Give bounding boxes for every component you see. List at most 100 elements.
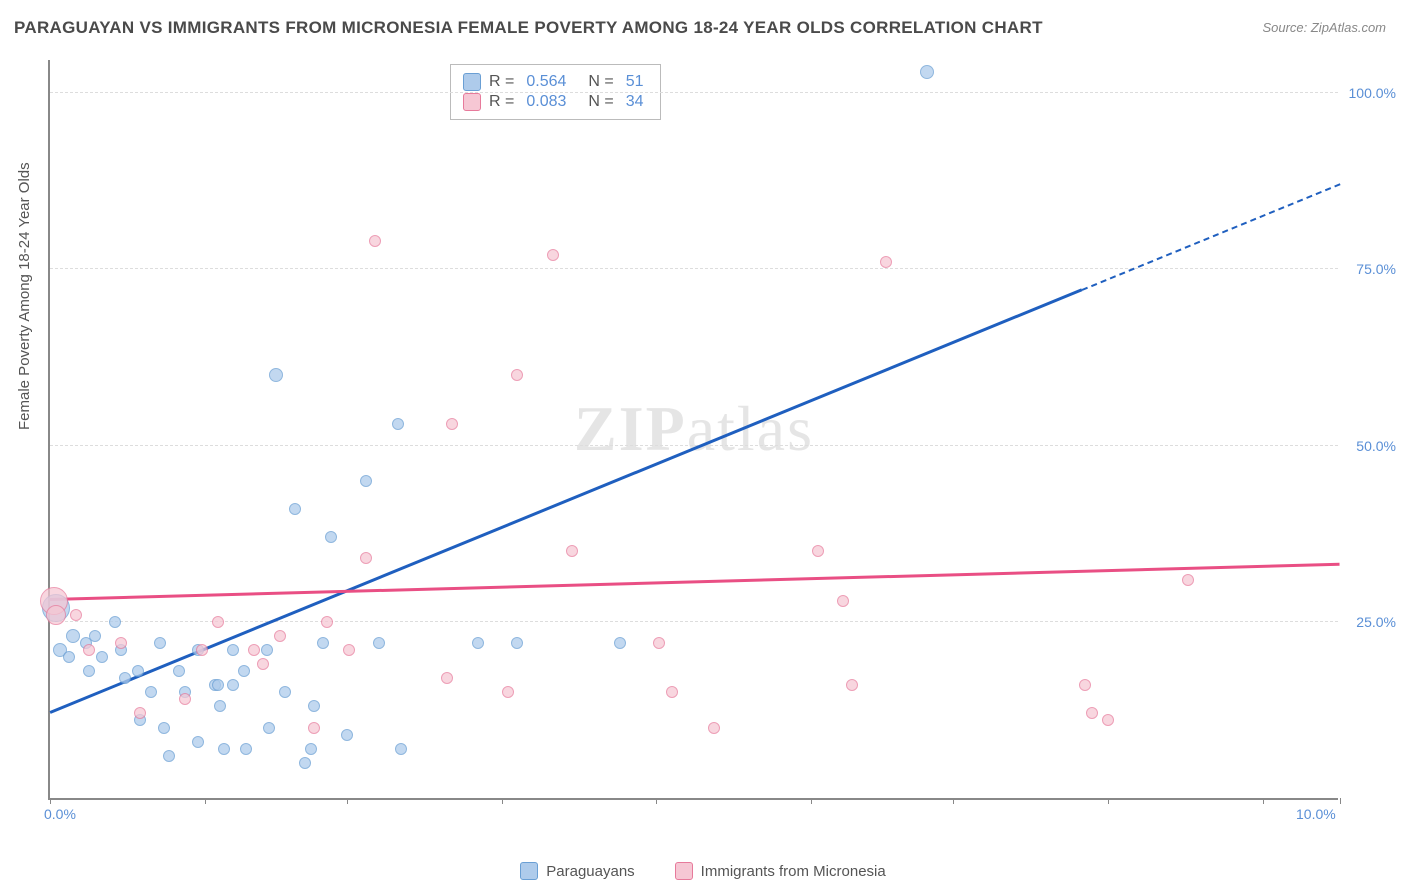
gridline — [50, 445, 1338, 446]
scatter-point — [89, 630, 101, 642]
legend-label: Immigrants from Micronesia — [701, 863, 886, 880]
scatter-point — [1182, 574, 1194, 586]
scatter-point — [653, 637, 665, 649]
legend-r-label: R = — [489, 73, 514, 91]
scatter-point — [308, 722, 320, 734]
scatter-point — [212, 616, 224, 628]
scatter-point — [343, 644, 355, 656]
x-tick-mark — [502, 798, 503, 804]
gridline — [50, 92, 1338, 93]
scatter-point — [360, 475, 372, 487]
scatter-point — [1086, 707, 1098, 719]
scatter-point — [812, 545, 824, 557]
x-tick-mark — [205, 798, 206, 804]
scatter-point — [83, 665, 95, 677]
x-tick-label: 0.0% — [44, 806, 76, 822]
series-legend: Paraguayans Immigrants from Micronesia — [0, 862, 1406, 880]
x-tick-mark — [1263, 798, 1264, 804]
scatter-point — [666, 686, 678, 698]
x-tick-mark — [50, 798, 51, 804]
scatter-point — [274, 630, 286, 642]
scatter-point — [227, 679, 239, 691]
x-tick-mark — [347, 798, 348, 804]
scatter-point — [154, 637, 166, 649]
legend-n-label: N = — [588, 73, 613, 91]
x-tick-mark — [656, 798, 657, 804]
legend-n-label: N = — [588, 93, 613, 111]
scatter-point — [63, 651, 75, 663]
legend-r-value: 0.083 — [526, 93, 566, 111]
scatter-point — [145, 686, 157, 698]
y-tick-label: 25.0% — [1356, 614, 1396, 630]
x-tick-mark — [953, 798, 954, 804]
scatter-point — [115, 637, 127, 649]
y-tick-label: 100.0% — [1349, 85, 1396, 101]
y-tick-label: 75.0% — [1356, 261, 1396, 277]
watermark: ZIPatlas — [574, 392, 814, 466]
scatter-point — [395, 743, 407, 755]
scatter-point — [227, 644, 239, 656]
scatter-point — [1102, 714, 1114, 726]
y-axis-label: Female Poverty Among 18-24 Year Olds — [16, 162, 33, 430]
x-tick-mark — [811, 798, 812, 804]
gridline — [50, 268, 1338, 269]
scatter-point — [1079, 679, 1091, 691]
scatter-point — [196, 644, 208, 656]
scatter-point — [846, 679, 858, 691]
trendline — [50, 563, 1340, 601]
scatter-point — [163, 750, 175, 762]
scatter-point — [441, 672, 453, 684]
scatter-point — [446, 418, 458, 430]
scatter-point — [218, 743, 230, 755]
legend-swatch — [463, 93, 481, 111]
legend-row: R = 0.564 N = 51 — [463, 73, 648, 91]
gridline — [50, 621, 1338, 622]
scatter-point — [173, 665, 185, 677]
scatter-point — [837, 595, 849, 607]
scatter-point — [212, 679, 224, 691]
source-label: Source: ZipAtlas.com — [1262, 20, 1386, 35]
scatter-point — [289, 503, 301, 515]
scatter-point — [70, 609, 82, 621]
legend-r-value: 0.564 — [526, 73, 566, 91]
scatter-point — [305, 743, 317, 755]
scatter-point — [299, 757, 311, 769]
scatter-point — [46, 605, 66, 625]
scatter-point — [240, 743, 252, 755]
scatter-point — [369, 235, 381, 247]
scatter-point — [179, 693, 191, 705]
scatter-point — [263, 722, 275, 734]
legend-swatch — [675, 862, 693, 880]
scatter-point — [257, 658, 269, 670]
y-tick-label: 50.0% — [1356, 438, 1396, 454]
scatter-point — [920, 65, 934, 79]
scatter-point — [373, 637, 385, 649]
scatter-point — [119, 672, 131, 684]
scatter-point — [708, 722, 720, 734]
scatter-point — [238, 665, 250, 677]
trendline-dashed — [1082, 183, 1341, 291]
legend-swatch — [520, 862, 538, 880]
scatter-point — [614, 637, 626, 649]
legend-swatch — [463, 73, 481, 91]
legend-n-value: 34 — [626, 93, 644, 111]
scatter-point — [360, 552, 372, 564]
scatter-point — [134, 707, 146, 719]
scatter-point — [192, 736, 204, 748]
scatter-point — [547, 249, 559, 261]
scatter-point — [279, 686, 291, 698]
scatter-point — [269, 368, 283, 382]
scatter-point — [880, 256, 892, 268]
legend-r-label: R = — [489, 93, 514, 111]
scatter-point — [83, 644, 95, 656]
scatter-point — [502, 686, 514, 698]
scatter-point — [566, 545, 578, 557]
chart-title: PARAGUAYAN VS IMMIGRANTS FROM MICRONESIA… — [14, 18, 1043, 38]
legend-label: Paraguayans — [546, 863, 634, 880]
legend-n-value: 51 — [626, 73, 644, 91]
scatter-point — [109, 616, 121, 628]
scatter-point — [308, 700, 320, 712]
scatter-point — [392, 418, 404, 430]
scatter-point — [511, 369, 523, 381]
plot-area: ZIPatlas R =0.564N =51R =0.083N =34 25.0… — [48, 60, 1338, 800]
